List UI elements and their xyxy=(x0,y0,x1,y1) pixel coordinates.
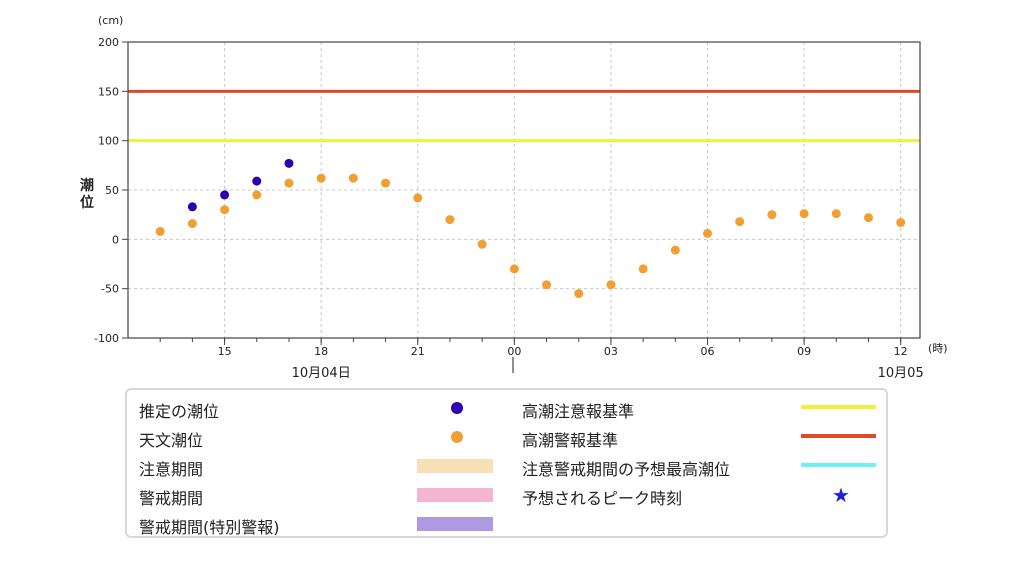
legend-warning-period-label: 警戒期間 xyxy=(139,489,204,508)
x-tick-label: 15 xyxy=(218,345,232,358)
y-axis-label-char: 潮 xyxy=(80,177,94,194)
legend-special-warning-swatch xyxy=(417,517,493,531)
data-point xyxy=(187,219,197,229)
legend-astronomical-label: 天文潮位 xyxy=(139,431,204,450)
legend-astronomical-dot xyxy=(451,431,463,443)
data-point xyxy=(735,217,745,227)
data-point xyxy=(863,213,873,223)
x-tick-label: 03 xyxy=(604,345,618,358)
data-point xyxy=(252,176,262,186)
y-tick-label: 0 xyxy=(112,233,119,246)
legend-estimated-label: 推定の潮位 xyxy=(139,402,220,421)
date-labels: 10月04日 10月05 xyxy=(292,366,924,381)
legend-estimated-dot xyxy=(451,402,463,414)
y-axis-ticks: 200 150 100 50 0 -50 -100 xyxy=(94,36,128,345)
legend-peak-star-icon: ★ xyxy=(832,483,850,507)
legend: 推定の潮位 天文潮位 注意期間 警戒期間 警戒期間(特別警報) 高潮注意報基準 … xyxy=(125,388,888,538)
y-tick-label: -100 xyxy=(94,332,119,345)
data-point xyxy=(413,193,423,203)
grid-lines xyxy=(128,42,920,338)
data-point xyxy=(284,158,294,168)
x-axis-ticks: 15 18 21 00 03 06 09 12 xyxy=(159,338,908,358)
legend-warning-level-line xyxy=(801,434,876,438)
legend-advisory-level-line xyxy=(801,405,876,409)
data-point xyxy=(896,218,906,228)
data-points xyxy=(155,158,906,299)
y-tick-label: -50 xyxy=(101,283,119,296)
data-point xyxy=(155,226,165,236)
y-axis-label: 潮位 xyxy=(80,177,94,211)
tide-chart: 200 150 100 50 0 -50 -100 15 18 21 00 03 06 09 12 (cm… xyxy=(80,14,948,381)
data-point xyxy=(574,289,584,299)
y-unit-label: (cm) xyxy=(98,14,123,27)
data-point xyxy=(284,178,294,188)
legend-warning-period-swatch xyxy=(417,488,493,502)
legend-advisory-level-label: 高潮注意報基準 xyxy=(522,402,635,421)
legend-predicted-max-line xyxy=(801,463,876,467)
y-tick-label: 150 xyxy=(98,85,119,98)
data-point xyxy=(348,173,358,183)
threshold-lines xyxy=(128,89,920,143)
data-point xyxy=(445,215,455,225)
legend-special-warning-label: 警戒期間(特別警報) xyxy=(139,518,280,537)
x-tick-label: 18 xyxy=(314,345,328,358)
date-label: 10月04日 xyxy=(292,366,351,381)
date-label: 10月05 xyxy=(878,366,924,381)
data-point xyxy=(316,173,326,183)
data-point xyxy=(799,209,809,219)
x-unit-label: (時) xyxy=(928,342,948,355)
x-tick-label: 21 xyxy=(411,345,425,358)
data-point xyxy=(220,190,230,200)
data-point xyxy=(477,239,487,249)
data-point xyxy=(767,210,777,220)
data-point xyxy=(381,178,391,188)
y-tick-label: 50 xyxy=(105,184,119,197)
data-point xyxy=(187,202,197,212)
x-tick-label: 09 xyxy=(797,345,811,358)
data-point xyxy=(606,280,616,290)
data-point xyxy=(252,190,262,200)
data-point xyxy=(509,264,519,274)
x-tick-label: 00 xyxy=(507,345,521,358)
legend-warning-level-label: 高潮警報基準 xyxy=(522,431,619,450)
legend-caution-period-swatch xyxy=(417,459,493,473)
legend-peak-time-label: 予想されるピーク時刻 xyxy=(522,489,683,508)
legend-predicted-max-label: 注意警戒期間の予想最高潮位 xyxy=(522,460,731,479)
data-point xyxy=(542,280,552,290)
data-point xyxy=(670,245,680,255)
data-point xyxy=(638,264,648,274)
legend-caution-period-label: 注意期間 xyxy=(139,460,204,479)
x-tick-label: 06 xyxy=(701,345,715,358)
data-point xyxy=(220,205,230,215)
x-tick-label: 12 xyxy=(894,345,908,358)
data-point xyxy=(703,228,713,238)
y-tick-label: 100 xyxy=(98,135,119,148)
data-point xyxy=(831,209,841,219)
y-axis-label-char: 位 xyxy=(80,194,94,211)
y-tick-label: 200 xyxy=(98,36,119,49)
